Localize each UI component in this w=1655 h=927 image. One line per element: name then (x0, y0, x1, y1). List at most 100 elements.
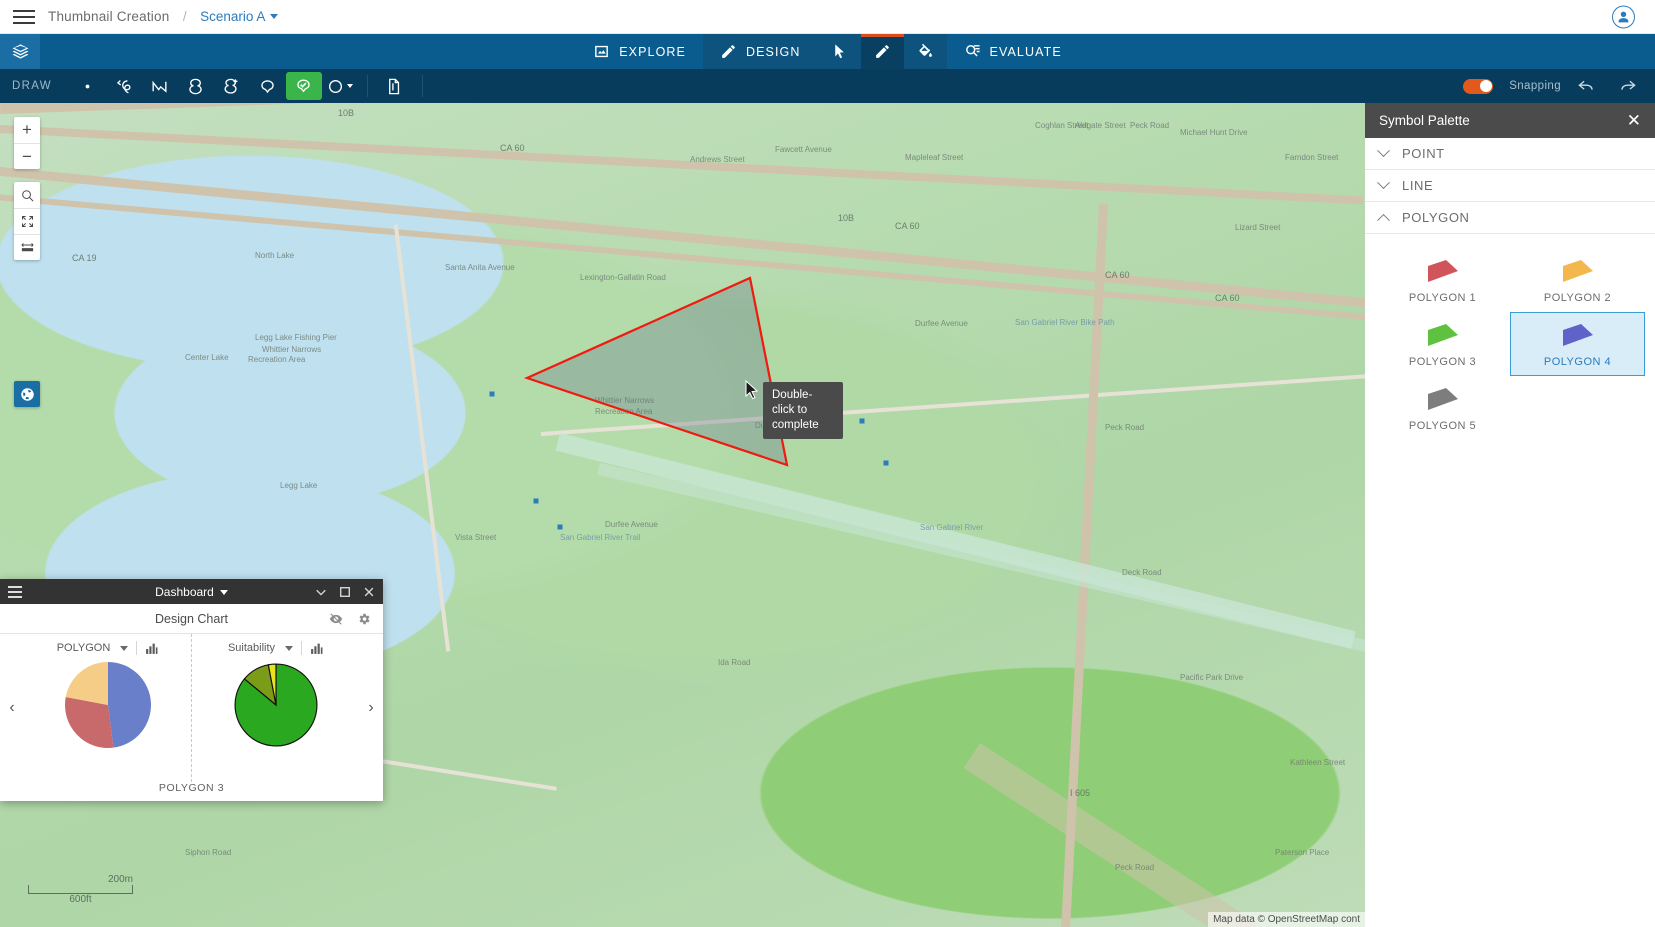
zoom-in-button[interactable]: + (22, 120, 32, 139)
palette-item-polygon-5[interactable]: POLYGON 5 (1375, 376, 1510, 440)
dashboard-subheader: Design Chart (0, 604, 383, 634)
redo-icon[interactable] (1618, 78, 1637, 94)
palette-section-line[interactable]: LINE (1365, 170, 1655, 202)
pie-slice[interactable] (65, 662, 108, 705)
map-label: North Lake (255, 251, 295, 260)
measure-button[interactable] (14, 234, 40, 260)
map-label: Legg Lake Fishing Pier (255, 333, 337, 342)
tool-select-arrow[interactable] (817, 34, 861, 69)
palette-section-point-label: POINT (1402, 146, 1445, 161)
bar-chart-icon[interactable] (145, 642, 158, 655)
undo-redo-group (1577, 78, 1637, 94)
basemap-button[interactable] (14, 381, 40, 407)
undo-icon[interactable] (1577, 78, 1596, 94)
close-icon[interactable] (363, 586, 375, 598)
tab-evaluate[interactable]: EVALUATE (947, 34, 1079, 69)
freehand-add-tool[interactable] (214, 69, 250, 103)
point-tool[interactable] (70, 69, 106, 103)
toolbar-divider (421, 75, 423, 97)
settings-gear-icon[interactable] (357, 612, 371, 626)
circle-icon (329, 79, 343, 93)
copy-shape-tool[interactable] (377, 69, 413, 103)
map-tool-controls (14, 182, 40, 260)
main-menu-button[interactable] (0, 9, 48, 24)
snapping-toggle[interactable] (1463, 78, 1494, 94)
pie-slice[interactable] (107, 662, 151, 748)
circle-tool[interactable] (322, 69, 358, 103)
polygon-vertex[interactable] (859, 418, 865, 424)
blob-tool[interactable] (250, 69, 286, 103)
chart-next-button[interactable]: › (368, 699, 374, 716)
polygon-swatch-icon (1426, 322, 1460, 348)
map-label: Peck Road (1105, 423, 1145, 432)
tool-paint-bucket[interactable] (903, 34, 947, 69)
palette-item-polygon-3[interactable]: POLYGON 3 (1375, 312, 1510, 376)
palette-item-label: POLYGON 4 (1543, 356, 1612, 368)
polygon-vertex[interactable] (557, 524, 563, 530)
chevron-down-icon[interactable] (285, 645, 294, 651)
breadcrumb-scenario[interactable]: Scenario A (200, 8, 266, 24)
square-icon[interactable] (339, 586, 351, 598)
chevron-down-icon[interactable] (270, 13, 279, 19)
suitability-pie-chart[interactable] (233, 662, 319, 748)
dashboard-panel[interactable]: Dashboard Design Chart ‹ (0, 579, 383, 801)
visibility-toggle-icon[interactable] (329, 612, 343, 626)
map-label: Legg Lake (280, 481, 318, 490)
polygon-vertex[interactable] (883, 460, 889, 466)
polygon-vertex[interactable] (489, 391, 495, 397)
snapping-label: Snapping (1509, 80, 1561, 92)
polygon-vertex[interactable] (533, 498, 539, 504)
hamburger-line (13, 15, 35, 18)
chevron-down-icon[interactable] (315, 586, 327, 598)
close-icon[interactable]: ✕ (1626, 111, 1641, 130)
polyline-tool[interactable] (142, 69, 178, 103)
map-label: 10B (338, 108, 355, 118)
map-label: San Gabriel River Trail (560, 533, 641, 542)
tool-pencil[interactable] (860, 34, 904, 69)
tab-explore[interactable]: EXPLORE (576, 34, 703, 69)
chevron-down-icon[interactable] (120, 645, 129, 651)
freehand-add-icon (224, 78, 238, 94)
map-canvas[interactable]: North Lake Center Lake Legg Lake Legg Lake … (0, 103, 1365, 927)
freehand-shape-tool[interactable] (178, 69, 214, 103)
mouse-cursor-icon (745, 380, 759, 400)
palette-section-polygon[interactable]: POLYGON (1365, 202, 1655, 234)
palette-item-polygon-2[interactable]: POLYGON 2 (1510, 248, 1645, 312)
layers-button[interactable] (0, 34, 40, 69)
chart-prev-button[interactable]: ‹ (9, 699, 15, 716)
search-button[interactable] (14, 182, 40, 208)
tab-design[interactable]: DESIGN (702, 34, 818, 69)
bar-chart-icon[interactable] (310, 642, 323, 655)
polygon-fill-tool[interactable] (285, 72, 322, 100)
chevron-down-icon[interactable] (219, 589, 228, 595)
toolbar-divider (366, 75, 368, 97)
polygon-field-select[interactable]: POLYGON (57, 642, 129, 654)
palette-item-polygon-1[interactable]: POLYGON 1 (1375, 248, 1510, 312)
zoom-out-button[interactable]: − (14, 143, 40, 169)
zigzag-line-icon (152, 80, 167, 93)
copy-shape-icon (389, 78, 400, 94)
fullscreen-button[interactable] (14, 208, 40, 234)
draw-toolbar: DRAW (0, 69, 1655, 103)
pie-slice[interactable] (64, 696, 113, 748)
polygon-pie-chart[interactable] (64, 662, 151, 748)
map-label: Fawcett Avenue (775, 145, 832, 154)
map-attribution[interactable]: Map data © OpenStreetMap cont (1208, 912, 1365, 927)
chevron-down-icon[interactable] (347, 84, 354, 88)
palette-item-polygon-4[interactable]: POLYGON 4 (1510, 312, 1645, 376)
pie-slice[interactable] (267, 663, 277, 706)
undo-stroke-tool[interactable] (106, 69, 142, 103)
suitability-field-select[interactable]: Suitability (228, 642, 294, 654)
palette-item-label: POLYGON 5 (1408, 420, 1477, 432)
breadcrumb-root[interactable]: Thumbnail Creation (48, 8, 170, 24)
dashboard-menu-button[interactable] (8, 585, 22, 598)
hamburger-line (13, 9, 35, 12)
chart-header: Suitability (228, 641, 323, 655)
user-account-button[interactable] (1612, 5, 1635, 28)
map-basemap (0, 103, 1365, 927)
palette-section-point[interactable]: POINT (1365, 138, 1655, 170)
map-label: San Gabriel River Bike Path (1015, 318, 1115, 327)
symbol-palette-title: Symbol Palette (1379, 113, 1470, 128)
polygon-swatch-icon (1426, 386, 1460, 412)
map-label: Durfee Avenue (915, 319, 968, 328)
